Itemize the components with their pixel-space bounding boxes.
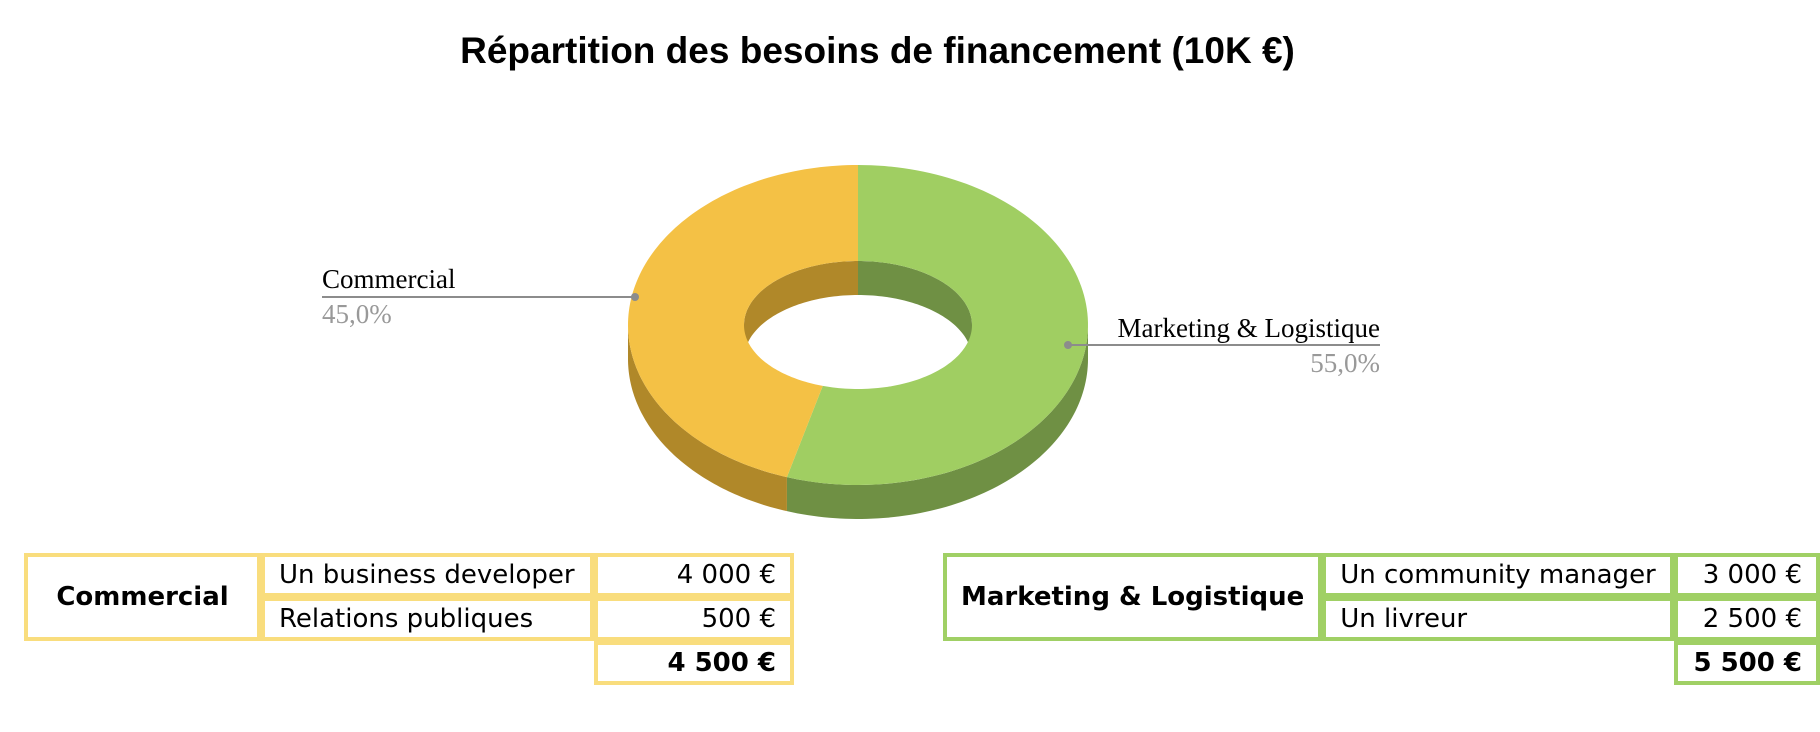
- donut-inner-wall-commercial: [744, 261, 858, 359]
- table-total-row: 4 500 €: [24, 641, 794, 685]
- slice-label-commercial: Commercial: [322, 264, 455, 294]
- table-row: Marketing & Logistique Un community mana…: [943, 553, 1820, 641]
- slice-label-marketing: Marketing & Logistique: [1118, 313, 1380, 343]
- table-row: Un livreur 2 500 €: [943, 597, 1820, 641]
- donut-side-commercial: [628, 325, 787, 512]
- marketing-budget-table: Marketing & Logistique Un community mana…: [943, 553, 1820, 685]
- leader-dot-commercial: [631, 293, 639, 301]
- table-row: Relations publiques 500 €: [24, 597, 794, 641]
- total-cell: 4 500 €: [594, 641, 794, 685]
- item-cell: Un community manager: [1322, 553, 1674, 597]
- amount-cell: 3 000 €: [1673, 553, 1820, 597]
- slice-percent-commercial: 45,0%: [322, 299, 392, 329]
- donut-slice-commercial: [628, 165, 858, 478]
- commercial-budget-table: Commercial Un business developer 4 000 €…: [24, 553, 794, 685]
- chart-title: Répartition des besoins de financement (…: [460, 30, 1295, 71]
- category-cell: Marketing & Logistique: [943, 553, 1323, 641]
- total-cell: 5 500 €: [1673, 641, 1820, 685]
- item-cell: Un livreur: [1322, 597, 1674, 641]
- slice-percent-marketing: 55,0%: [1310, 348, 1380, 378]
- category-cell: Commercial: [24, 553, 261, 641]
- item-cell: Relations publiques: [261, 597, 594, 641]
- item-cell: Un business developer: [261, 553, 594, 597]
- donut-slice-marketing: [786, 165, 1088, 485]
- leader-dot-marketing: [1064, 341, 1072, 349]
- donut-inner-wall-marketing: [858, 261, 972, 359]
- donut-chart: Commercial 45,0% Marketing & Logistique …: [322, 165, 1380, 519]
- amount-cell: 4 000 €: [594, 553, 794, 597]
- donut-side-marketing: [786, 325, 1088, 519]
- table-total-row: 5 500 €: [943, 641, 1820, 685]
- amount-cell: 2 500 €: [1673, 597, 1820, 641]
- amount-cell: 500 €: [594, 597, 794, 641]
- table-row: Commercial Un business developer 4 000 €: [24, 553, 794, 641]
